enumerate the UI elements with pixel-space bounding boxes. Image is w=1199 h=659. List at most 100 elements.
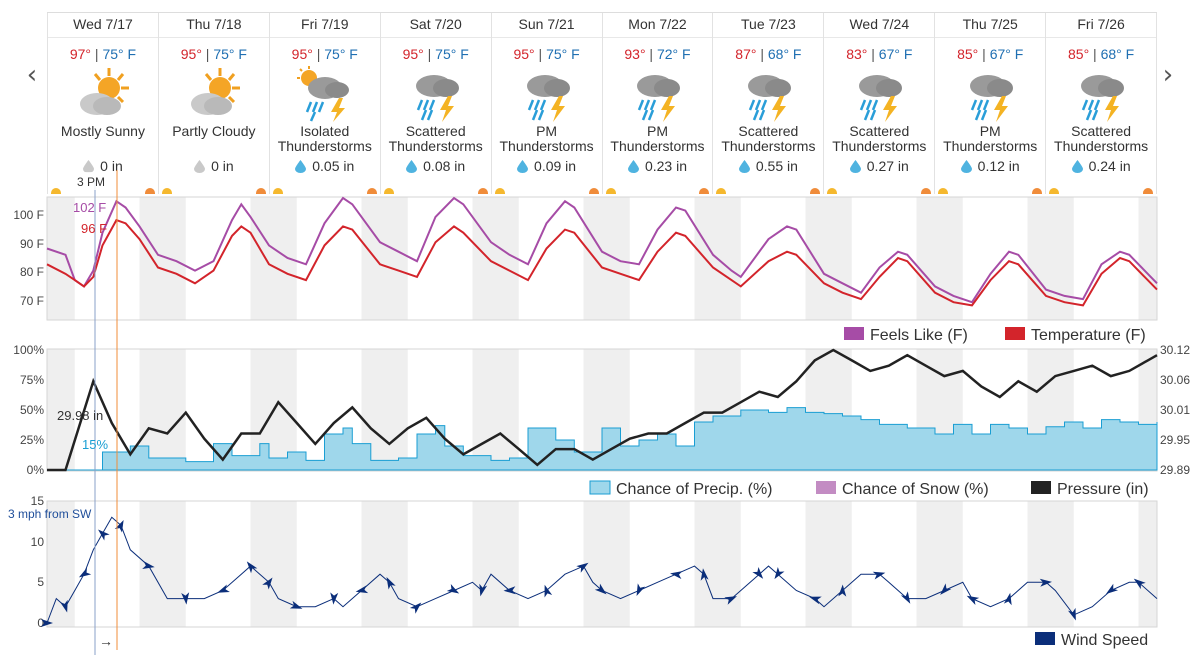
wind-direction-arrow bbox=[479, 583, 488, 597]
sunrise-sunset-marks bbox=[603, 186, 713, 194]
temp-tick-70: 70 F bbox=[20, 294, 44, 308]
day-card[interactable]: Fri 7/26 85° | 68° F Scattered Thunderstor… bbox=[1046, 13, 1158, 194]
wind-direction-arrow bbox=[446, 584, 460, 594]
night-band bbox=[47, 501, 75, 627]
day-card[interactable]: Mon 7/22 93° | 72° F PM Thunderstorms 0.23 … bbox=[602, 13, 714, 194]
wind-direction-arrow bbox=[544, 584, 553, 598]
day-card[interactable]: Fri 7/19 95° | 75° F Isolated Thunderstorm… bbox=[269, 13, 381, 194]
wind-tick-15: 15 bbox=[31, 494, 45, 508]
day-card[interactable]: Wed 7/17 97° | 75° F Mostly Sunny 0 in bbox=[47, 13, 159, 194]
legend-wind-label: Wind Speed bbox=[1061, 632, 1148, 649]
condition-text: Scattered Thunderstorms bbox=[388, 123, 483, 154]
pressure-tick-2: 30.06 bbox=[1160, 373, 1190, 387]
raindrop-icon bbox=[849, 158, 867, 174]
daily-forecast-row: Wed 7/17 97° | 75° F Mostly Sunny 0 in Thu 7… bbox=[47, 12, 1158, 194]
low-temp: 67° F bbox=[989, 46, 1024, 62]
wind-tick-0: 0 bbox=[37, 616, 44, 630]
sunrise-icon bbox=[827, 188, 838, 194]
wind-direction-arrow bbox=[1039, 578, 1052, 587]
precip-tick-75: 75% bbox=[20, 373, 44, 387]
condition-text: PM Thunderstorms bbox=[610, 123, 705, 154]
next-arrow-icon[interactable]: › bbox=[1162, 60, 1174, 90]
night-band bbox=[158, 349, 186, 471]
high-temp: 85° bbox=[957, 46, 979, 62]
night-band bbox=[361, 197, 380, 320]
wind-direction-arrow bbox=[409, 602, 422, 614]
day-card[interactable]: Thu 7/25 85° | 67° F PM Thunderstorms 0.12 … bbox=[935, 13, 1047, 194]
pressure-tick-3: 30.01 bbox=[1160, 403, 1190, 417]
wind-direction-arrow bbox=[1003, 592, 1012, 606]
day-card[interactable]: Thu 7/18 95° | 75° F Partly Cloudy 0 in bbox=[158, 13, 270, 194]
night-band bbox=[269, 197, 297, 320]
day-card[interactable]: Tue 7/23 87° | 68° F Scattered Thunderstor… bbox=[713, 13, 825, 194]
low-temp: 75° F bbox=[102, 46, 137, 62]
wind-direction-arrow bbox=[838, 584, 847, 597]
day-temps: 93° | 72° F bbox=[624, 46, 691, 62]
raindrop-icon bbox=[83, 158, 100, 174]
low-temp: 75° F bbox=[324, 46, 358, 62]
condition-text: PM Thunderstorms bbox=[499, 123, 594, 154]
wind-direction-arrow bbox=[246, 561, 258, 574]
wind-tick-5: 5 bbox=[37, 575, 44, 589]
raindrop-icon bbox=[295, 158, 312, 174]
day-name: Fri 7/26 bbox=[1046, 13, 1157, 38]
sunrise-sunset-marks bbox=[935, 186, 1045, 194]
night-band bbox=[472, 349, 491, 471]
wind-direction-arrow bbox=[41, 619, 53, 627]
sunset-icon bbox=[1032, 188, 1043, 194]
day-card[interactable]: Sun 7/21 95° | 75° F PM Thunderstorms 0.09 … bbox=[491, 13, 603, 194]
night-band bbox=[491, 349, 519, 471]
low-temp: 75° F bbox=[435, 46, 469, 62]
legend-temp-label: Temperature (F) bbox=[1031, 327, 1146, 344]
day-name: Sun 7/21 bbox=[491, 13, 602, 38]
night-band bbox=[380, 501, 408, 627]
thunderstorm-icon bbox=[824, 66, 934, 122]
sunset-icon bbox=[144, 188, 155, 194]
hover-feels: 102 F bbox=[73, 200, 106, 215]
sunrise-sunset-marks bbox=[270, 186, 380, 194]
panel-frame bbox=[46, 348, 1158, 472]
night-band bbox=[269, 501, 297, 627]
condition-text: Scattered Thunderstorms bbox=[832, 123, 927, 154]
pressure-tick-4: 29.95 bbox=[1160, 433, 1190, 447]
wind-direction-arrow bbox=[386, 577, 396, 590]
sunrise-icon bbox=[272, 188, 283, 194]
night-band bbox=[47, 349, 75, 471]
night-band bbox=[139, 349, 158, 471]
day-card[interactable]: Sat 7/20 95° | 75° F Scattered Thunderstor… bbox=[380, 13, 492, 194]
high-temp: 95° bbox=[513, 46, 535, 62]
prev-arrow-icon[interactable]: ‹ bbox=[26, 60, 38, 90]
night-band bbox=[1046, 197, 1074, 320]
legend-snow-swatch bbox=[816, 481, 836, 494]
precip-tick-100: 100% bbox=[13, 343, 44, 357]
legend-temp-swatch bbox=[1005, 327, 1025, 340]
legend-precip-label: Chance of Precip. (%) bbox=[616, 481, 773, 498]
precip-amount: 0.12 in bbox=[935, 158, 1045, 176]
night-band bbox=[491, 501, 519, 627]
wind-tick-10: 10 bbox=[31, 535, 45, 549]
night-band bbox=[380, 349, 408, 471]
pressure-series bbox=[47, 348, 1158, 472]
temperature-series bbox=[46, 218, 1158, 307]
legend-feels-swatch bbox=[844, 327, 864, 340]
night-band bbox=[361, 501, 380, 627]
night-band bbox=[250, 197, 269, 320]
high-temp: 85° bbox=[1068, 46, 1090, 62]
day-card[interactable]: Wed 7/24 83° | 67° F Scattered Thunderstor… bbox=[824, 13, 936, 194]
hover-temp: 96 F bbox=[81, 221, 107, 236]
low-temp: 68° F bbox=[1100, 46, 1135, 62]
night-band bbox=[250, 501, 269, 627]
night-band bbox=[583, 349, 602, 471]
sunrise-icon bbox=[51, 188, 61, 194]
sunrise-icon bbox=[938, 188, 949, 194]
raindrop-icon bbox=[960, 158, 978, 174]
sunrise-sunset-marks bbox=[159, 186, 269, 194]
precip-tick-25: 25% bbox=[20, 433, 44, 447]
wind-direction-arrow bbox=[752, 567, 764, 579]
thunderstorm-icon bbox=[935, 66, 1045, 122]
precip-amount: 0.05 in bbox=[270, 158, 380, 176]
sunrise-icon bbox=[1049, 188, 1060, 194]
day-temps: 87° | 68° F bbox=[735, 46, 802, 62]
night-band bbox=[158, 501, 186, 627]
wind-direction-arrow bbox=[576, 562, 589, 573]
